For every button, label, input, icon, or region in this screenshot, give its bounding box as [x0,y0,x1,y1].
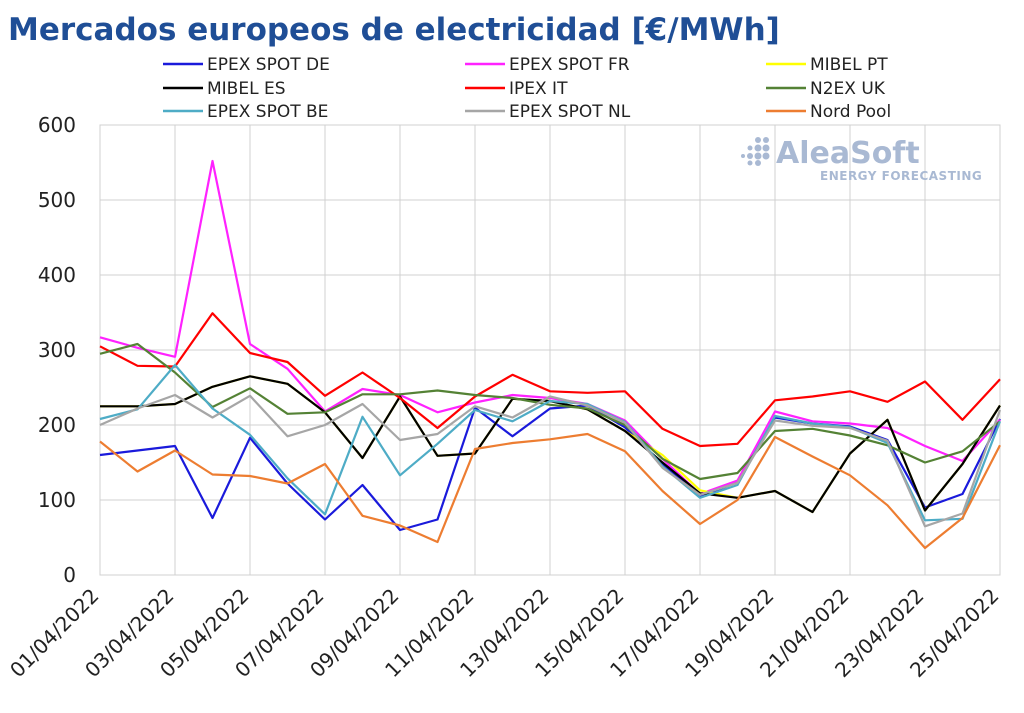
legend-label: Nord Pool [810,102,891,122]
watermark-brand: AleaSoft [776,136,920,171]
logo-dot [762,144,770,152]
series-lines [99,159,1002,550]
legend-label: EPEX SPOT BE [207,102,328,122]
legend-item: EPEX SPOT NL [465,102,631,122]
legend-item: MIBEL PT [766,55,888,75]
logo-dot [755,137,761,143]
y-tick-label: 0 [63,563,76,587]
logo-dot [762,152,770,160]
watermark-tagline: ENERGY FORECASTING [820,169,982,183]
series-line-n2ex-uk [99,342,1001,481]
logo-dot [763,137,769,143]
logo-dot [754,144,762,152]
legend-label: N2EX UK [810,79,886,99]
series-line-epex-spot-fr [99,159,1001,496]
legend-label: EPEX SPOT NL [509,102,631,122]
y-tick-label: 400 [38,263,76,287]
x-axis: 01/04/202203/04/202205/04/202207/04/2022… [5,584,1003,682]
watermark-logo: AleaSoft ENERGY FORECASTING [741,136,982,183]
y-tick-label: 600 [38,113,76,137]
legend-item: IPEX IT [465,79,568,99]
logo-dot [741,154,745,158]
y-tick-label: 100 [38,488,76,512]
y-tick-label: 200 [38,413,76,437]
series-line-epex-spot-nl [99,393,1002,528]
legend-label: MIBEL ES [207,79,286,99]
legend: EPEX SPOT DE EPEX SPOT FR MIBEL PT MIBEL ES… [163,55,891,122]
legend-item: Nord Pool [766,102,891,122]
logo-dot [747,145,753,151]
legend-item: EPEX SPOT FR [465,55,630,75]
series-line-nord-pool [99,432,1001,550]
logo-dot [747,160,753,166]
y-tick-label: 500 [38,188,76,212]
logo-dot [755,160,761,166]
logo-dot [747,153,753,159]
legend-label: MIBEL PT [810,55,888,75]
legend-label: IPEX IT [509,79,568,99]
logo-dot [754,152,762,160]
dots-logo-icon [741,137,770,166]
legend-item: N2EX UK [766,79,886,99]
y-tick-label: 300 [38,338,76,362]
chart-title: Mercados europeos de electricidad [€/MWh… [8,12,780,48]
legend-label: EPEX SPOT FR [509,55,630,75]
legend-item: MIBEL ES [163,79,286,99]
grid [99,124,1001,576]
series-line-ipex-it [99,312,1001,448]
legend-label: EPEX SPOT DE [207,55,330,75]
y-axis: 0 100 200 300 400 500 600 [38,113,76,587]
legend-item: EPEX SPOT BE [163,102,328,122]
legend-item: EPEX SPOT DE [163,55,330,75]
